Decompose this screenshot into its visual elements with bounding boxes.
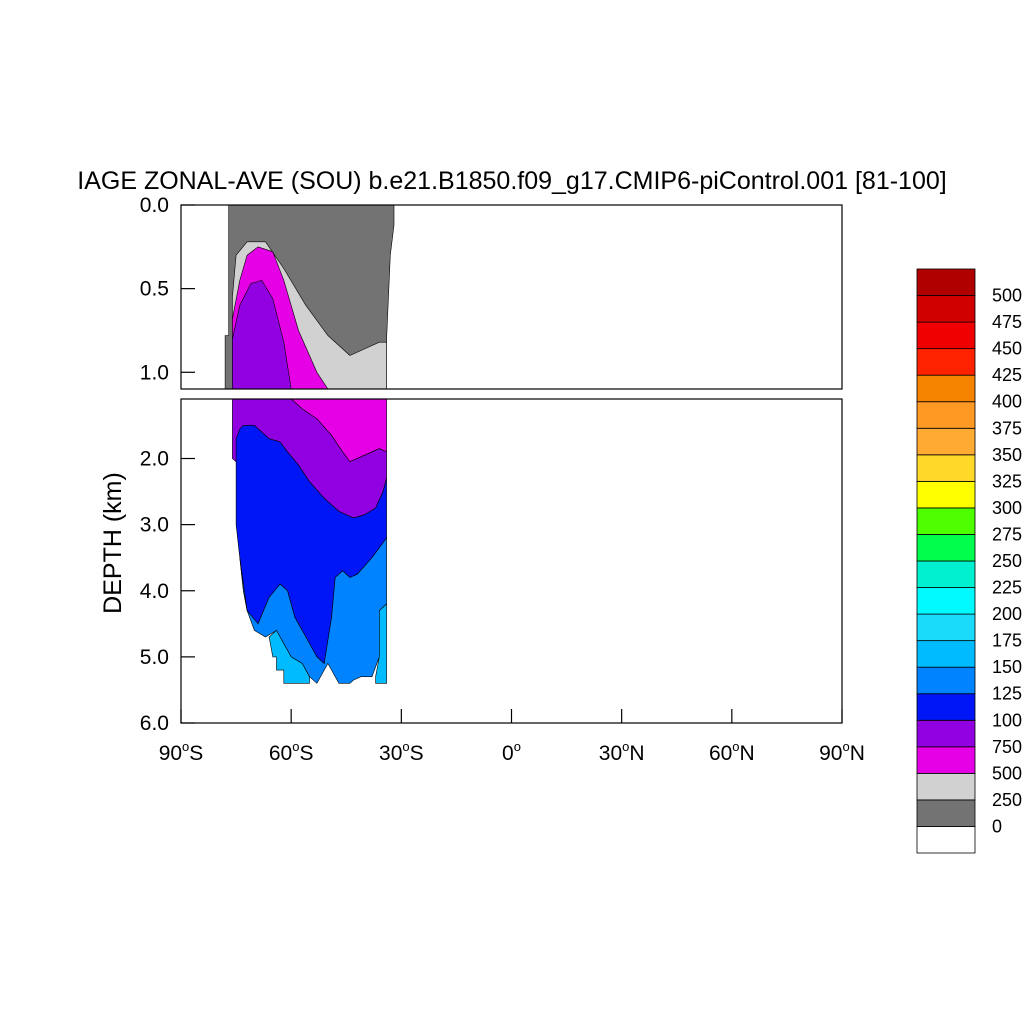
- x-tick-label-6: 90oN: [819, 739, 865, 765]
- legend-label-12: 300: [992, 498, 1022, 518]
- upper-contour-region-3: [232, 279, 292, 389]
- legend-swatch-2: [916, 772, 976, 801]
- legend-label-18: 450: [992, 339, 1022, 359]
- legend-label-17: 425: [992, 365, 1022, 385]
- legend-label-8: 200: [992, 604, 1022, 624]
- y-axis-label: DEPTH (km): [99, 472, 127, 614]
- lower-panel-contours: [232, 399, 387, 684]
- lower-y-tick-label-4: 6.0: [140, 712, 169, 735]
- lower-contour-region-4: [375, 603, 387, 684]
- lower-y-tick-label-3: 5.0: [140, 646, 169, 669]
- legend-swatch-6: [916, 666, 976, 695]
- x-axis-ticks: 90oS 60oS 30oS 0o 30oN 60oN 90oN: [159, 709, 865, 765]
- legend-label-16: 400: [992, 392, 1022, 412]
- legend-swatch-17: [916, 374, 976, 403]
- color-legend: 0 250 500 750 100 125 150 175 200 225 250 275 300 325…: [916, 268, 1022, 854]
- legend-swatch-16: [916, 401, 976, 429]
- x-tick-label-5: 60oN: [709, 739, 755, 765]
- legend-swatch-14: [916, 454, 976, 482]
- legend-swatch-9: [916, 587, 976, 615]
- legend-swatch-4: [916, 719, 976, 748]
- x-tick-label-4: 30oN: [599, 739, 645, 765]
- x-tick-label-3: 0o: [502, 739, 521, 765]
- legend-swatch-5: [916, 693, 976, 721]
- x-tick-label-2: 30oS: [379, 739, 424, 765]
- upper-y-tick-label-0: 0.0: [140, 194, 169, 217]
- legend-swatch-1: [916, 799, 976, 827]
- legend-swatch-18: [916, 348, 976, 376]
- legend-label-13: 325: [992, 471, 1022, 491]
- upper-y-tick-label-1: 0.5: [140, 278, 169, 301]
- legend-label-4: 100: [992, 710, 1022, 730]
- legend-swatch-20: [916, 295, 976, 323]
- legend-label-11: 275: [992, 524, 1022, 544]
- legend-swatch-12: [916, 507, 976, 535]
- legend-label-5: 125: [992, 684, 1022, 704]
- legend-swatch-13: [916, 480, 976, 509]
- legend-swatch-15: [916, 427, 976, 456]
- legend-swatch-8: [916, 613, 976, 642]
- chart-title: IAGE ZONAL-AVE (SOU) b.e21.B1850.f09_g17…: [77, 167, 946, 195]
- lower-y-tick-label-1: 3.0: [140, 514, 169, 537]
- legend-swatch-21: [916, 268, 976, 296]
- x-tick-label-1: 60oS: [269, 739, 314, 765]
- legend-label-20: 500: [992, 286, 1022, 306]
- legend-swatch-3: [916, 746, 976, 774]
- legend-label-14: 350: [992, 445, 1022, 465]
- legend-label-19: 475: [992, 312, 1022, 332]
- legend-label-3: 750: [992, 737, 1022, 757]
- legend-label-2: 500: [992, 763, 1022, 783]
- lower-contour-region-5: [268, 629, 310, 684]
- y-axis-ticks: 0.0 0.5 1.0 2.0 3.0 4.0 5.0 6.0: [140, 194, 195, 735]
- legend-label-7: 175: [992, 631, 1022, 651]
- legend-swatch-0: [916, 826, 976, 854]
- legend-label-0: 0: [992, 816, 1002, 836]
- upper-panel-frame: [180, 204, 843, 390]
- upper-panel-contours: [224, 205, 395, 389]
- legend-swatch-10: [916, 560, 976, 588]
- legend-label-9: 225: [992, 578, 1022, 598]
- legend-swatch-7: [916, 640, 976, 668]
- legend-label-15: 375: [992, 418, 1022, 438]
- upper-y-tick-label-2: 1.0: [140, 361, 169, 384]
- legend-label-10: 250: [992, 551, 1022, 571]
- legend-swatch-11: [916, 534, 976, 562]
- lower-y-tick-label-0: 2.0: [140, 448, 169, 471]
- legend-label-6: 150: [992, 657, 1022, 677]
- legend-swatch-19: [916, 321, 976, 350]
- lower-y-tick-label-2: 4.0: [140, 580, 169, 603]
- x-tick-label-0: 90oS: [159, 739, 204, 765]
- legend-label-1: 250: [992, 790, 1022, 810]
